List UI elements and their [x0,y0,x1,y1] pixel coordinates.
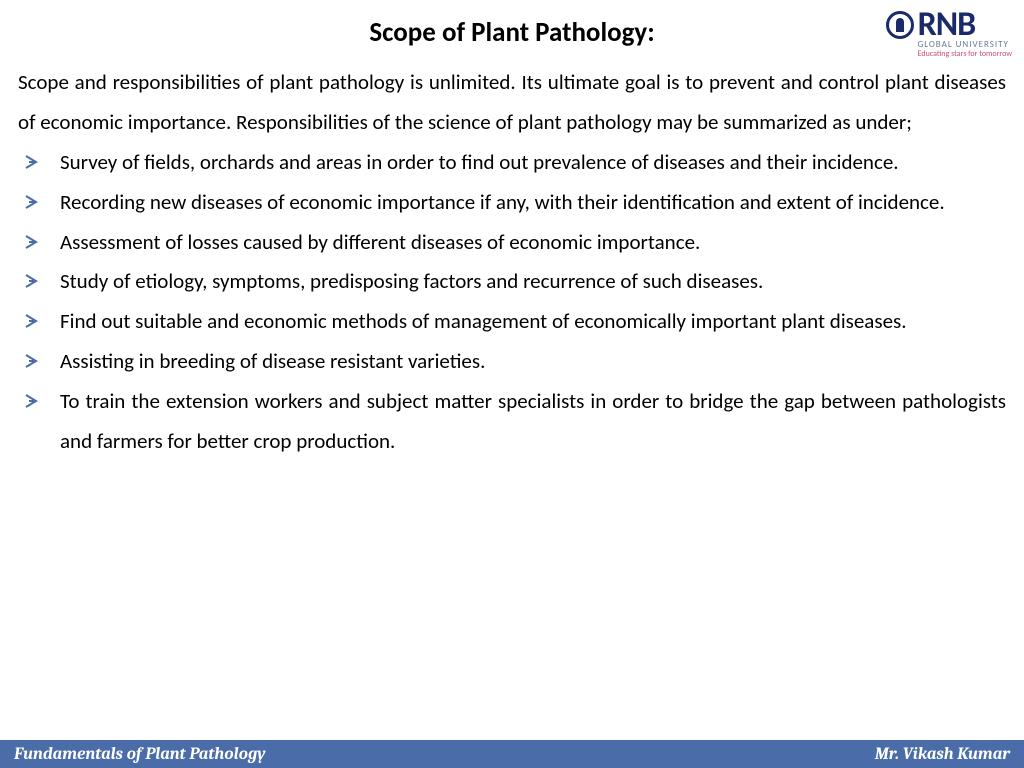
list-item: Assisting in breeding of disease resista… [18,342,1006,382]
list-item: Survey of fields, orchards and areas in … [18,143,1006,183]
list-item: Study of etiology, symptoms, predisposin… [18,262,1006,302]
list-item: Find out suitable and economic methods o… [18,302,1006,342]
logo-name: RNB [918,8,976,42]
university-logo: RNB GLOBAL UNIVERSITY Educating stars fo… [886,8,1012,58]
list-item-text: Assisting in breeding of disease resista… [60,348,485,374]
chevron-right-icon [24,393,40,409]
logo-subtitle: GLOBAL UNIVERSITY [918,40,1012,49]
intro-paragraph: Scope and responsibilities of plant path… [18,63,1006,143]
chevron-right-icon [24,273,40,289]
footer-right: Mr. Vikash Kumar [875,745,1010,764]
slide-content: Scope and responsibilities of plant path… [0,49,1024,462]
list-item-text: Find out suitable and economic methods o… [60,308,907,334]
logo-tagline: Educating stars for tomorrow [918,50,1012,58]
list-item: To train the extension workers and subje… [18,382,1006,462]
bullet-list: Survey of fields, orchards and areas in … [18,143,1006,462]
chevron-right-icon [24,234,40,250]
footer-bar: Fundamentals of Plant Pathology Mr. Vika… [0,740,1024,768]
chevron-right-icon [24,154,40,170]
list-item-text: Survey of fields, orchards and areas in … [60,149,899,175]
list-item-text: To train the extension workers and subje… [60,388,1006,454]
list-item-text: Study of etiology, symptoms, predisposin… [60,268,763,294]
list-item-text: Assessment of losses caused by different… [60,229,700,255]
list-item: Recording new diseases of economic impor… [18,183,1006,223]
chevron-right-icon [24,194,40,210]
list-item: Assessment of losses caused by different… [18,223,1006,263]
chevron-right-icon [24,353,40,369]
page-title: Scope of Plant Pathology: [0,0,1024,49]
logo-icon [886,11,914,39]
footer-left: Fundamentals of Plant Pathology [14,745,265,764]
chevron-right-icon [24,313,40,329]
list-item-text: Recording new diseases of economic impor… [60,189,945,215]
